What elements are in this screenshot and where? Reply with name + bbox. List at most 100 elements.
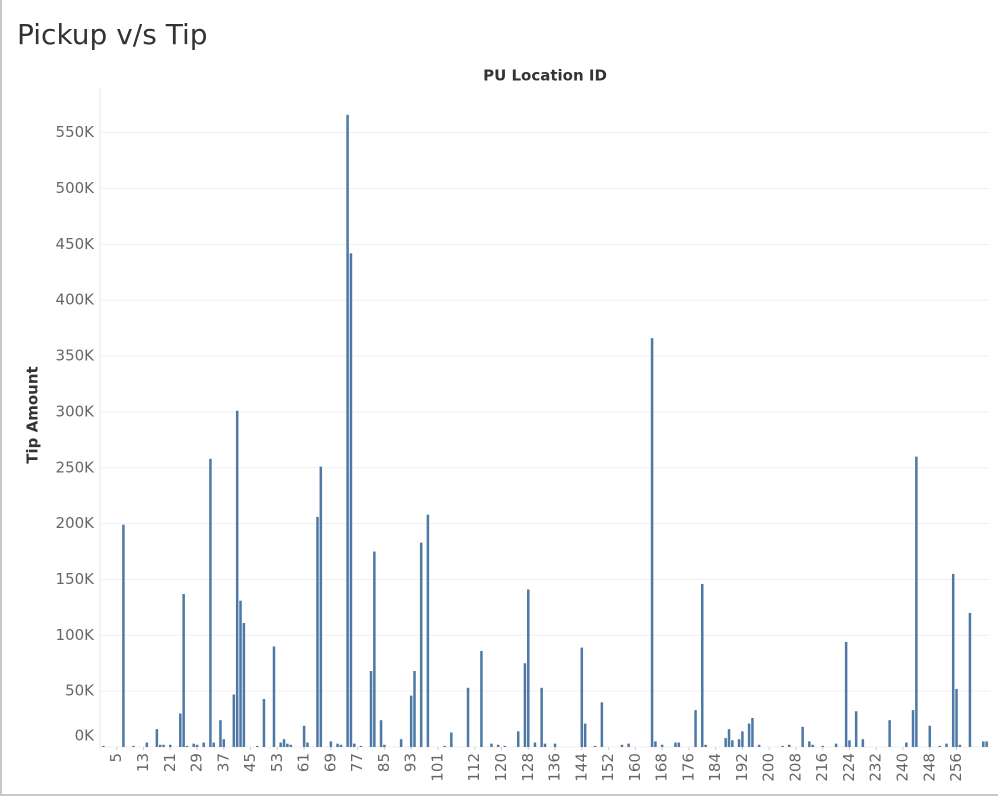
bar bbox=[219, 720, 222, 747]
bar bbox=[122, 524, 125, 747]
x-tick-label: 93 bbox=[402, 753, 420, 772]
bar bbox=[419, 542, 423, 747]
bar bbox=[235, 410, 239, 747]
bar bbox=[162, 744, 165, 747]
bar bbox=[242, 623, 246, 747]
bar bbox=[272, 646, 276, 747]
bar bbox=[222, 739, 226, 747]
bar bbox=[289, 744, 292, 747]
x-tick-label: 5 bbox=[107, 753, 125, 763]
bar bbox=[821, 745, 824, 747]
x-tick-label: 184 bbox=[706, 753, 724, 782]
bar bbox=[982, 741, 985, 747]
y-tick-label: 50K bbox=[65, 682, 95, 700]
bar bbox=[731, 740, 734, 747]
bar bbox=[801, 726, 804, 747]
bar bbox=[319, 466, 323, 747]
bar bbox=[787, 744, 791, 747]
x-tick-label: 192 bbox=[733, 753, 751, 782]
bar bbox=[286, 743, 289, 747]
y-tick-label: 550K bbox=[56, 123, 96, 141]
bar bbox=[282, 739, 286, 747]
x-tick-label: 176 bbox=[679, 753, 697, 782]
bar bbox=[369, 671, 373, 747]
bar bbox=[256, 745, 259, 747]
bar bbox=[527, 589, 530, 747]
bar bbox=[781, 745, 784, 747]
y-tick-label: 100K bbox=[56, 626, 96, 644]
y-tick-label: 150K bbox=[56, 570, 96, 588]
bar bbox=[466, 687, 470, 747]
x-tick-label: 101 bbox=[428, 753, 446, 782]
x-tick-label: 13 bbox=[134, 753, 152, 772]
bar bbox=[808, 741, 811, 747]
bar bbox=[583, 723, 587, 747]
x-tick-label: 21 bbox=[161, 753, 179, 772]
bar bbox=[443, 745, 446, 747]
bar bbox=[724, 738, 727, 747]
bar bbox=[209, 458, 212, 747]
y-tick-label: 500K bbox=[56, 179, 96, 197]
bar bbox=[660, 744, 664, 747]
x-tick-label: 69 bbox=[321, 753, 339, 772]
bar bbox=[848, 740, 851, 747]
bar bbox=[701, 583, 704, 747]
bar bbox=[450, 732, 453, 747]
bar bbox=[353, 743, 356, 747]
bar bbox=[861, 739, 865, 747]
bar bbox=[955, 688, 958, 747]
bar bbox=[383, 744, 386, 747]
x-tick-label: 152 bbox=[599, 753, 617, 782]
bar bbox=[968, 612, 972, 747]
bar bbox=[169, 744, 172, 747]
x-tick-label: 248 bbox=[920, 753, 938, 782]
bar bbox=[674, 742, 677, 747]
bar bbox=[747, 723, 751, 747]
x-tick-label: 77 bbox=[348, 753, 366, 772]
bar bbox=[516, 731, 520, 747]
bar bbox=[336, 743, 339, 747]
bar bbox=[349, 253, 353, 747]
x-tick-label: 200 bbox=[760, 753, 778, 782]
y-tick-label: 300K bbox=[56, 402, 96, 420]
x-tick-label: 29 bbox=[188, 753, 206, 772]
x-tick-label: 112 bbox=[465, 753, 483, 782]
y-tick-label: 400K bbox=[56, 291, 96, 309]
x-tick-label: 160 bbox=[626, 753, 644, 782]
chart-title: Pickup v/s Tip bbox=[17, 18, 208, 51]
bar bbox=[911, 710, 915, 747]
x-tick-label: 120 bbox=[492, 753, 510, 782]
bar bbox=[503, 745, 507, 747]
bar bbox=[580, 647, 584, 747]
bar bbox=[951, 573, 955, 747]
x-tick-label: 61 bbox=[295, 753, 313, 772]
bar bbox=[627, 743, 630, 747]
bar bbox=[158, 744, 162, 747]
bar bbox=[262, 698, 266, 747]
bar bbox=[553, 743, 557, 747]
bar bbox=[928, 725, 932, 747]
bar bbox=[650, 338, 654, 747]
bar bbox=[600, 702, 604, 747]
bar bbox=[202, 742, 205, 747]
bar bbox=[704, 744, 707, 747]
bar bbox=[409, 695, 413, 747]
x-tick-label: 224 bbox=[840, 753, 858, 782]
bar bbox=[751, 717, 754, 747]
bar bbox=[737, 739, 741, 747]
x-tick-label: 53 bbox=[268, 753, 286, 772]
bar bbox=[958, 744, 962, 747]
bar bbox=[523, 663, 527, 747]
bar bbox=[373, 551, 376, 747]
x-tick-label: 168 bbox=[653, 753, 671, 782]
bar bbox=[306, 742, 309, 747]
bar bbox=[677, 742, 681, 747]
x-tick-label: 37 bbox=[214, 753, 232, 772]
bar bbox=[540, 687, 543, 747]
x-tick-label: 208 bbox=[786, 753, 804, 782]
bar bbox=[399, 739, 403, 747]
bar bbox=[533, 742, 537, 747]
y-tick-label: 0K bbox=[75, 727, 96, 745]
bar bbox=[426, 514, 430, 747]
x-tick-label: 136 bbox=[546, 753, 564, 782]
